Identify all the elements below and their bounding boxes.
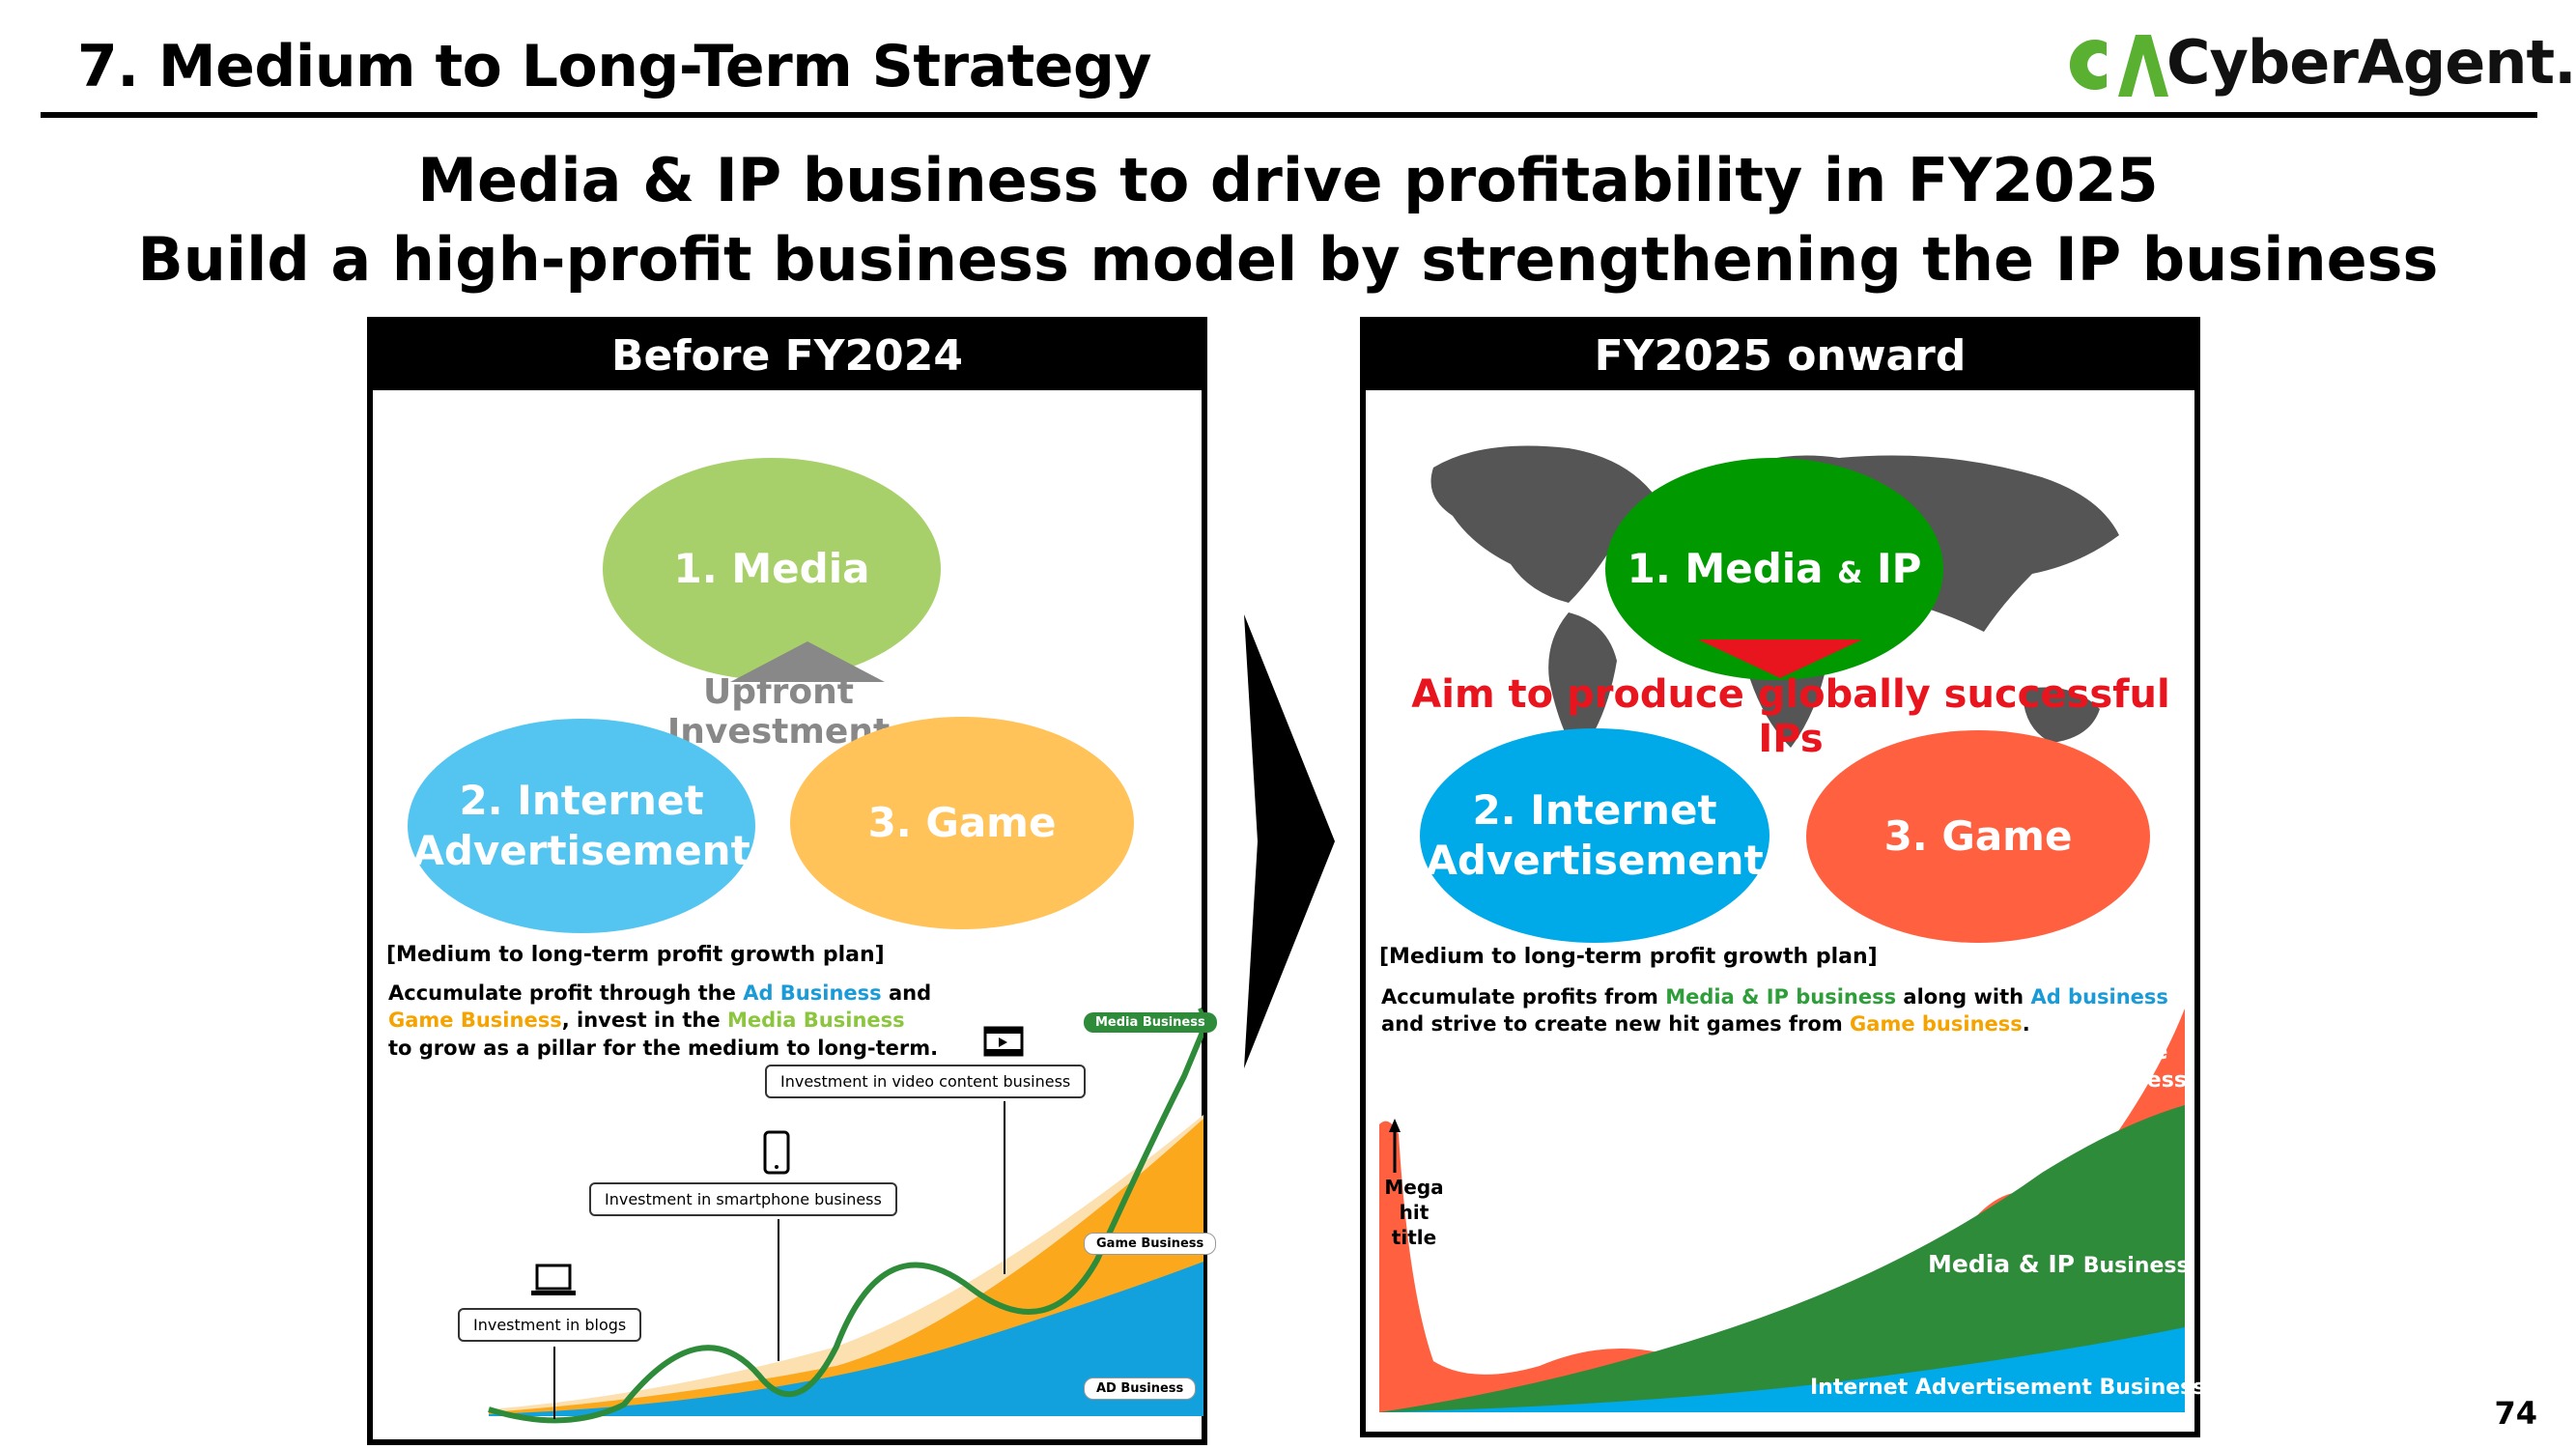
- area-game-label: Game Business: [2081, 1040, 2187, 1093]
- left-panel: Before FY2024 1. Media Upfront Investmen…: [367, 317, 1217, 1445]
- media-business-pill: Media Business: [1084, 1012, 1217, 1033]
- area-internet-label: Internet Advertisement Business: [1810, 1376, 2206, 1400]
- right-internet-area: [1379, 1327, 2185, 1412]
- callout-smartphone: Investment in smartphone business: [589, 1182, 897, 1216]
- ad-business-pill: AD Business: [1084, 1378, 1197, 1400]
- internet-ad-ellipse-right: 2. Internet Advertisement: [1420, 728, 1769, 943]
- left-plan-desc: Accumulate profit through the Ad Busines…: [388, 981, 939, 1060]
- headline-line1: Media & IP business to drive profitabili…: [417, 145, 2159, 215]
- right-plan-desc: Accumulate profits from Media & IP busin…: [1381, 985, 2168, 1037]
- media-ip-ip: IP: [1876, 544, 1922, 592]
- aim-text: Aim to produce globally successful IPs: [1411, 672, 2170, 761]
- media-ip-amp: &: [1837, 555, 1863, 590]
- internet-ad-ellipse: 2. Internet Advertisement: [408, 719, 755, 933]
- internet-ad-line2: Advertisement: [412, 827, 750, 874]
- transition-arrow: [1244, 614, 1335, 1068]
- right-plan-label: [Medium to long-term profit growth plan]: [1379, 945, 1878, 969]
- callout-video: Investment in video content business: [765, 1065, 1087, 1098]
- left-plan-label: [Medium to long-term profit growth plan]: [386, 943, 885, 967]
- page-title: 7. Medium to Long-Term Strategy: [77, 33, 1152, 100]
- callout-blogs: Investment in blogs: [458, 1308, 642, 1342]
- internet-ad-line1: 2. Internet: [459, 776, 704, 824]
- media-ellipse: 1. Media: [603, 458, 941, 680]
- game-business-pill: Game Business: [1084, 1233, 1217, 1255]
- right-area-chart: [1379, 1009, 2185, 1412]
- media-label: 1. Media: [673, 544, 870, 592]
- game-label: 3. Game: [867, 798, 1057, 846]
- video-icon: [983, 1026, 1024, 1057]
- right-panel: FY2025 onward 1. Media & IP Aim to produ…: [1360, 317, 2205, 1437]
- right-panel-header: FY2025 onward: [1366, 323, 2194, 390]
- mega-hit-label: Mega hit title: [1384, 1176, 1444, 1249]
- laptop-icon: [531, 1264, 576, 1295]
- right-media-area: [1379, 1105, 2185, 1412]
- upfront-arrow: [730, 641, 885, 682]
- game-ellipse: 3. Game: [790, 717, 1134, 929]
- area-media-label: Media & IP Business: [1928, 1250, 2190, 1278]
- left-ad-area: [489, 1262, 1203, 1416]
- down-red-arrow: [1698, 639, 1862, 678]
- media-ip-main: 1. Media: [1627, 544, 1824, 592]
- game-ellipse-right: 3. Game: [1806, 730, 2150, 943]
- internet-ad-line2-right: Advertisement: [1426, 837, 1764, 884]
- left-panel-header: Before FY2024: [373, 323, 1202, 390]
- game-label-right: 3. Game: [1883, 811, 2073, 860]
- logo-text: CyberAgent.: [2166, 27, 2576, 98]
- cyberagent-logo-icon: [2069, 35, 2168, 97]
- headline-line2: Build a high-profit business model by st…: [137, 224, 2439, 295]
- page-number: 74: [2494, 1395, 2537, 1432]
- cyberagent-logo: CyberAgent.: [2062, 21, 2576, 108]
- title-rule: [41, 112, 2537, 118]
- smartphone-icon: [763, 1130, 790, 1175]
- internet-ad-line1-right: 2. Internet: [1472, 785, 1717, 834]
- left-growth-chart: [488, 1008, 1203, 1424]
